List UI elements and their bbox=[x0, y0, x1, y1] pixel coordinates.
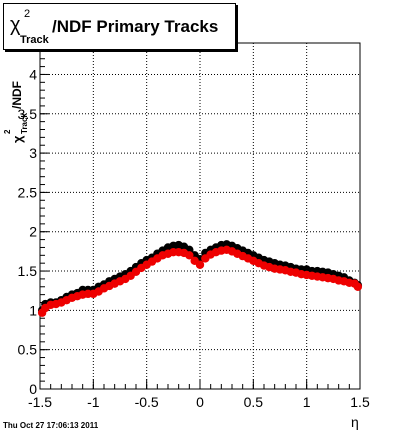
data-point bbox=[185, 251, 194, 260]
y-tick-label: 0.5 bbox=[18, 342, 38, 358]
x-tick-label: -0.5 bbox=[135, 394, 159, 410]
x-tick-label: 1 bbox=[303, 394, 311, 410]
data-point bbox=[353, 282, 363, 291]
grid bbox=[40, 43, 360, 389]
title-box: χ 2 Track /NDF Primary Tracks bbox=[3, 3, 236, 50]
y-tick-label: 3 bbox=[29, 145, 37, 161]
ylabel-chi: χ bbox=[10, 135, 25, 143]
y-tick-label: 2.5 bbox=[18, 184, 38, 200]
chart-title: /NDF Primary Tracks bbox=[52, 17, 219, 36]
ylabel-sup: 2 bbox=[3, 129, 12, 134]
x-tick-label: 0.5 bbox=[244, 394, 264, 410]
x-tick-label: -1.5 bbox=[28, 394, 52, 410]
title-chi: χ bbox=[10, 14, 21, 36]
x-axis-label: η bbox=[351, 414, 359, 430]
ylabel-rest: /NDF bbox=[10, 81, 24, 109]
y-tick-label: 0 bbox=[29, 381, 37, 397]
series-2 bbox=[37, 245, 363, 317]
title-sup: 2 bbox=[24, 8, 31, 20]
y-tick-label: 4 bbox=[29, 66, 37, 82]
y-tick-label: 1 bbox=[29, 302, 37, 318]
data-points bbox=[37, 240, 363, 317]
y-tick-label: 2 bbox=[29, 224, 37, 240]
ylabel-sub: Track bbox=[20, 113, 29, 134]
tick-labels: -1.5 -1 -0.5 0 0.5 1 1.5 0 0.5 1 1.5 2 2.5 3 3.5 4 bbox=[18, 66, 370, 410]
x-tick-label: -1 bbox=[87, 394, 100, 410]
x-tick-label: 1.5 bbox=[350, 394, 370, 410]
axis-ticks bbox=[39, 42, 361, 390]
y-tick-label: 3.5 bbox=[18, 106, 38, 122]
y-tick-label: 1.5 bbox=[18, 263, 38, 279]
timestamp: Thu Oct 27 17:06:13 2011 bbox=[3, 421, 99, 430]
x-tick-label: 0 bbox=[196, 394, 204, 410]
title-sub: Track bbox=[20, 34, 49, 46]
data-point bbox=[195, 260, 205, 269]
y-axis-label: χ 2 Track /NDF bbox=[3, 73, 29, 143]
